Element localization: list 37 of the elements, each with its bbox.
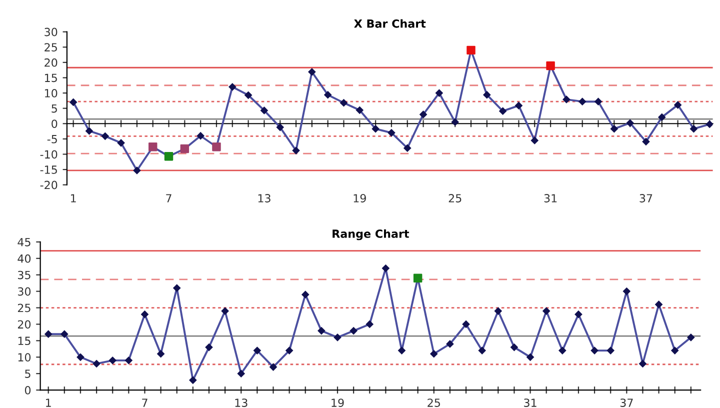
x-tick-label: 25 <box>448 194 462 202</box>
y-tick-label: 25 <box>18 304 30 312</box>
y-tick-label: -15 <box>40 166 57 174</box>
chart-title: Range Chart <box>332 229 410 240</box>
x-tick-label: 1 <box>46 398 51 407</box>
y-tick-label: 20 <box>44 58 58 67</box>
x-tick-label: 1 <box>71 194 76 202</box>
y-tick-label: 10 <box>45 89 58 98</box>
y-tick-label: 40 <box>18 254 31 263</box>
y-tick-label: 20 <box>18 320 31 329</box>
y-tick-label: 30 <box>18 287 31 296</box>
y-tick-label: 5 <box>25 370 30 378</box>
x-tick-label: 37 <box>640 194 652 202</box>
x-tick-label: 19 <box>354 194 366 202</box>
y-tick-label: 15 <box>18 336 30 346</box>
y-tick-label: -20 <box>40 180 58 190</box>
x-tick-label: 25 <box>428 398 440 407</box>
x-tick-label: 13 <box>235 398 248 407</box>
x-tick-label: 7 <box>142 398 148 407</box>
y-tick-label: 0 <box>24 386 31 394</box>
y-tick-label: 35 <box>18 270 30 280</box>
y-tick-label: 0 <box>52 120 58 128</box>
x-tick-label: 37 <box>620 398 633 407</box>
y-tick-label: -5 <box>47 135 57 144</box>
y-tick-label: 45 <box>18 238 30 246</box>
y-tick-label: 5 <box>52 104 57 113</box>
y-tick-label: 30 <box>44 28 58 36</box>
y-tick-label: -10 <box>40 150 58 159</box>
y-tick-label: 15 <box>45 74 57 82</box>
x-tick-label: 31 <box>524 398 536 407</box>
y-tick-label: 25 <box>44 43 57 52</box>
x-tick-label: 31 <box>544 194 557 202</box>
x-tick-label: 13 <box>258 194 270 202</box>
x-tick-label: 7 <box>166 194 172 202</box>
chart-title: X Bar Chart <box>354 19 426 28</box>
x-tick-label: 19 <box>332 398 344 407</box>
y-tick-label: 10 <box>18 353 31 362</box>
